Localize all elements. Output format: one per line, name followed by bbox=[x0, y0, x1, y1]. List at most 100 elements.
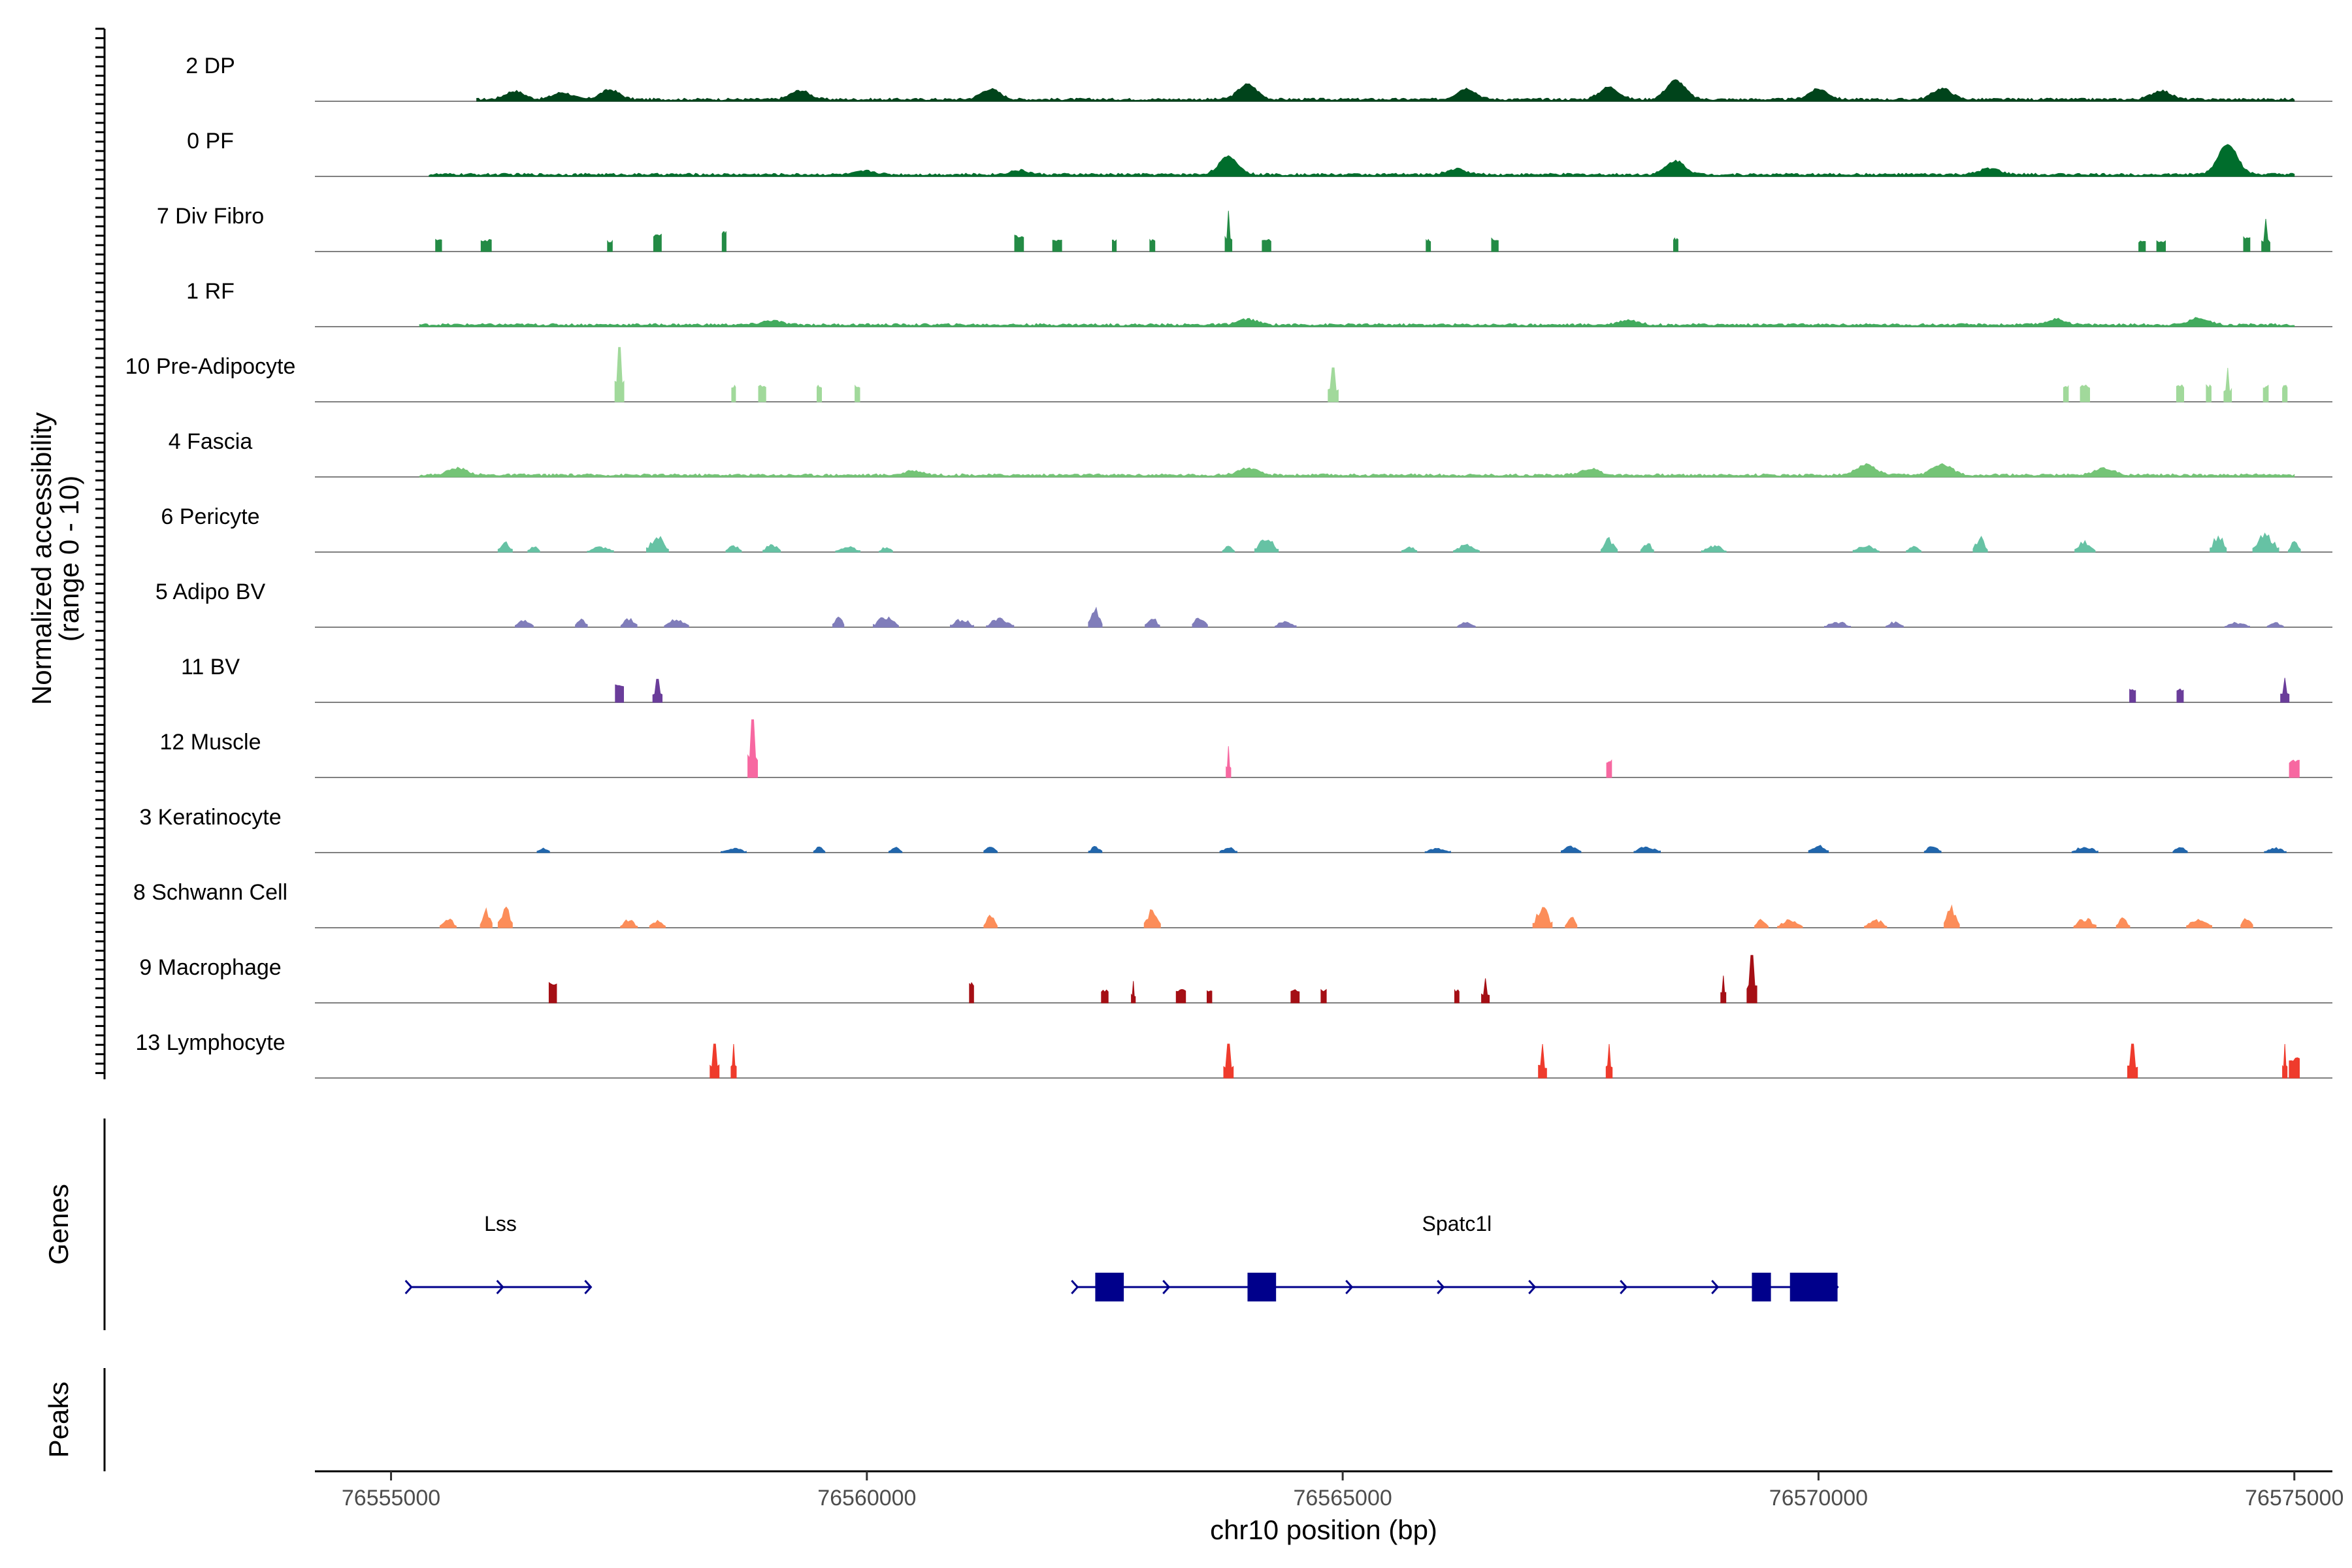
accessibility-peak bbox=[2074, 540, 2096, 553]
strand-arrow bbox=[1162, 1279, 1171, 1295]
accessibility-peak bbox=[1207, 990, 1213, 1004]
accessibility-peak bbox=[2073, 918, 2097, 928]
accessibility-peak bbox=[2156, 240, 2166, 252]
accessibility-peak bbox=[2289, 759, 2300, 778]
accessibility-peak bbox=[1491, 237, 1499, 252]
accessibility-peak bbox=[2261, 219, 2270, 252]
accessibility-peak bbox=[1606, 759, 1612, 778]
accessibility-peak bbox=[649, 919, 666, 928]
accessibility-peak bbox=[1224, 210, 1233, 252]
accessibility-peak bbox=[1605, 1043, 1613, 1079]
accessibility-peak bbox=[2262, 384, 2269, 402]
accessibility-peak bbox=[855, 384, 860, 402]
accessibility-peak bbox=[1923, 846, 1942, 853]
accessibility-peak bbox=[983, 847, 998, 853]
accessibility-peak bbox=[497, 541, 513, 553]
strand-arrow bbox=[496, 1279, 504, 1295]
accessibility-peak bbox=[817, 384, 822, 402]
accessibility-peak bbox=[747, 719, 758, 778]
accessibility-peak bbox=[1538, 1043, 1547, 1079]
gene-name: Spatc1l bbox=[1422, 1212, 1492, 1235]
genes-panel: Genes Lss Spatc1l bbox=[43, 1119, 1839, 1330]
accessibility-peak bbox=[2223, 367, 2232, 402]
track-0-pf: 0 PF bbox=[187, 129, 2332, 177]
accessibility-peak bbox=[1175, 988, 1186, 1004]
accessibility-peak bbox=[480, 907, 493, 928]
accessibility-peak bbox=[879, 547, 893, 553]
accessibility-peak bbox=[2138, 240, 2146, 252]
accessibility-peak bbox=[1565, 917, 1578, 928]
accessibility-peak bbox=[835, 546, 860, 553]
track-label: 6 Pericyte bbox=[161, 504, 259, 529]
track-label: 9 Macrophage bbox=[139, 955, 281, 980]
y-axis-label-line1: Normalized accessibility bbox=[26, 412, 57, 705]
accessibility-peak bbox=[1633, 846, 1661, 853]
accessibility-peak bbox=[527, 546, 540, 553]
accessibility-peak bbox=[1219, 847, 1237, 853]
strand-arrow bbox=[584, 1279, 593, 1295]
strand-arrow bbox=[1528, 1279, 1537, 1295]
accessibility-peak bbox=[1131, 981, 1136, 1004]
accessibility-peak bbox=[888, 847, 903, 853]
accessibility-peak bbox=[2289, 1057, 2300, 1079]
accessibility-peak bbox=[1673, 237, 1678, 252]
track-8-schwann-cell: 8 Schwann Cell bbox=[133, 880, 2332, 928]
accessibility-peak bbox=[2186, 919, 2212, 928]
gene-name: Lss bbox=[484, 1212, 517, 1235]
accessibility-peak bbox=[1149, 238, 1156, 252]
strand-arrow bbox=[1345, 1279, 1354, 1295]
track-label: 13 Lymphocyte bbox=[135, 1030, 285, 1055]
accessibility-peak bbox=[1457, 622, 1476, 628]
accessibility-peak bbox=[986, 617, 1015, 628]
x-tick-label: 76575000 bbox=[2245, 1486, 2344, 1511]
gene-exon bbox=[1095, 1273, 1124, 1301]
accessibility-tracks: 2 DP 0 PF 7 Div Fibro 1 RF 10 Pre-Adipocyte 4… bbox=[125, 54, 2332, 1079]
accessibility-peak bbox=[1906, 546, 1921, 553]
accessibility-peak bbox=[646, 536, 669, 553]
track-label: 3 Keratinocyte bbox=[139, 805, 281, 830]
strand-arrow bbox=[1620, 1279, 1628, 1295]
accessibility-peak bbox=[2063, 385, 2069, 402]
accessibility-peak bbox=[2287, 541, 2301, 553]
accessibility-peak bbox=[1290, 989, 1300, 1004]
accessibility-peak bbox=[1972, 536, 1988, 553]
accessibility-peak bbox=[1401, 546, 1418, 553]
gene-exon bbox=[1752, 1273, 1771, 1301]
accessibility-peak bbox=[1532, 907, 1553, 928]
accessibility-peak bbox=[721, 231, 727, 252]
accessibility-peak bbox=[2252, 532, 2279, 553]
accessibility-peak bbox=[710, 1043, 720, 1079]
accessibility-peak bbox=[1320, 988, 1327, 1004]
track-10-pre-adipocyte: 10 Pre-Adipocyte bbox=[125, 347, 2332, 402]
gene-spatc1l: Spatc1l bbox=[1071, 1212, 1839, 1301]
accessibility-peak bbox=[2172, 847, 2188, 853]
accessibility-peak bbox=[1052, 239, 1062, 252]
accessibility-peak bbox=[731, 384, 736, 402]
accessibility-peak bbox=[1864, 919, 1887, 928]
accessibility-peak bbox=[1746, 955, 1757, 1004]
accessibility-peak bbox=[1145, 618, 1160, 628]
accessibility-peak bbox=[730, 1043, 737, 1079]
track-2-dp: 2 DP bbox=[186, 54, 2332, 102]
accessibility-peak bbox=[1754, 919, 1769, 928]
track-label: 5 Adipo BV bbox=[155, 580, 266, 604]
strand-arrow bbox=[1437, 1279, 1445, 1295]
accessibility-peak bbox=[2240, 918, 2253, 928]
accessibility-peak bbox=[1852, 545, 1880, 553]
accessibility-peak bbox=[1808, 845, 1829, 853]
accessibility-peak bbox=[1424, 847, 1451, 853]
accessibility-peak bbox=[1275, 621, 1297, 628]
accessibility-peak bbox=[1192, 617, 1208, 628]
accessibility-peak bbox=[548, 982, 557, 1004]
accessibility-peak bbox=[2280, 678, 2290, 703]
accessibility-peak bbox=[1561, 845, 1582, 853]
accessibility-peak bbox=[2266, 622, 2284, 628]
gene-exon bbox=[1247, 1273, 1277, 1301]
peaks-panel: Peaks bbox=[43, 1368, 106, 1471]
x-tick-label: 76555000 bbox=[342, 1486, 440, 1511]
coverage-area bbox=[429, 144, 2295, 177]
accessibility-peak bbox=[983, 914, 998, 928]
accessibility-peak bbox=[1720, 975, 1727, 1004]
track-3-keratinocyte: 3 Keratinocyte bbox=[139, 805, 2332, 853]
accessibility-peak bbox=[813, 846, 826, 853]
